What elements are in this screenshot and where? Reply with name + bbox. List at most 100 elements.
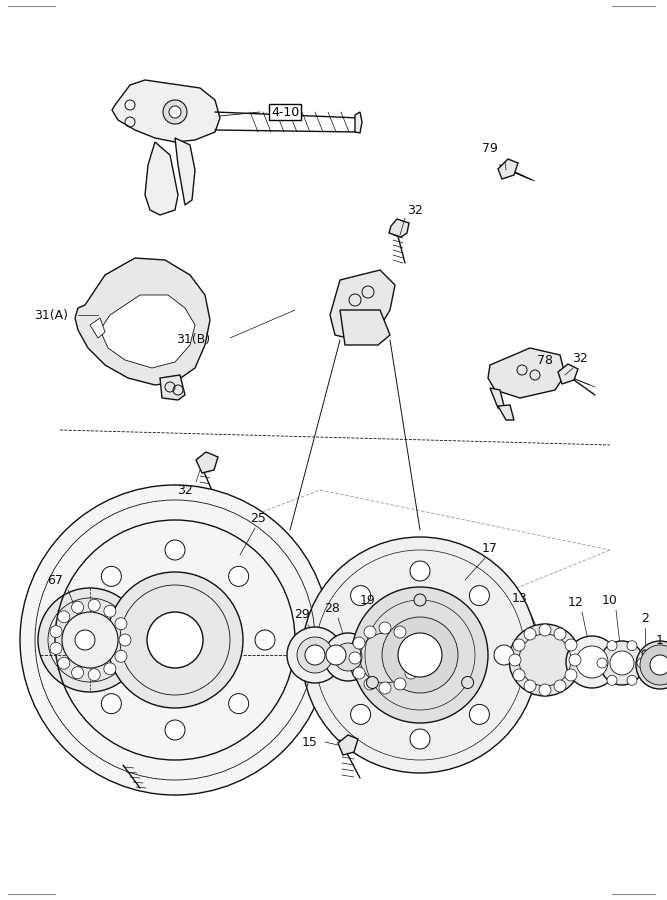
Circle shape (20, 485, 330, 795)
Polygon shape (160, 375, 185, 400)
Circle shape (627, 675, 637, 685)
Circle shape (554, 680, 566, 692)
Text: 15: 15 (302, 735, 318, 749)
Circle shape (409, 652, 421, 664)
Circle shape (379, 622, 391, 634)
Polygon shape (196, 452, 218, 473)
Circle shape (88, 669, 100, 680)
Circle shape (554, 628, 566, 640)
Circle shape (414, 594, 426, 606)
Circle shape (398, 633, 442, 677)
Circle shape (169, 106, 181, 118)
Circle shape (104, 662, 116, 675)
Circle shape (470, 586, 490, 606)
Circle shape (71, 601, 83, 613)
Circle shape (229, 694, 249, 714)
Circle shape (636, 641, 667, 689)
Polygon shape (145, 142, 178, 215)
Polygon shape (175, 138, 195, 205)
Text: 25: 25 (250, 511, 266, 525)
Circle shape (62, 612, 118, 668)
Polygon shape (90, 318, 105, 338)
Circle shape (326, 645, 346, 665)
Circle shape (642, 650, 648, 656)
Circle shape (366, 677, 378, 688)
Circle shape (394, 626, 406, 638)
Circle shape (524, 680, 536, 692)
Text: 10: 10 (602, 593, 618, 607)
Polygon shape (558, 364, 578, 384)
Text: 17: 17 (482, 542, 498, 554)
Circle shape (509, 654, 521, 666)
Circle shape (297, 637, 333, 673)
Polygon shape (490, 388, 505, 410)
Circle shape (410, 561, 430, 581)
Text: 28: 28 (324, 601, 340, 615)
Circle shape (349, 652, 361, 664)
Circle shape (524, 628, 536, 640)
Text: 67: 67 (47, 573, 63, 587)
Circle shape (565, 669, 577, 681)
Circle shape (115, 617, 127, 630)
Circle shape (101, 694, 121, 714)
Circle shape (255, 630, 275, 650)
Circle shape (50, 643, 62, 654)
Circle shape (334, 643, 362, 671)
Circle shape (104, 605, 116, 617)
Text: 13: 13 (512, 591, 528, 605)
Circle shape (50, 626, 62, 637)
Circle shape (165, 540, 185, 560)
Circle shape (637, 658, 647, 668)
Circle shape (607, 641, 617, 651)
Circle shape (607, 675, 617, 685)
Polygon shape (498, 159, 518, 179)
Circle shape (610, 651, 634, 675)
Polygon shape (75, 258, 210, 385)
Circle shape (71, 667, 83, 679)
Circle shape (101, 566, 121, 587)
Circle shape (58, 611, 70, 623)
Circle shape (107, 572, 243, 708)
Circle shape (88, 599, 100, 611)
Circle shape (364, 626, 376, 638)
Text: 78: 78 (537, 354, 553, 366)
Circle shape (353, 637, 365, 649)
Circle shape (229, 566, 249, 587)
Circle shape (597, 658, 607, 668)
Text: 2: 2 (641, 611, 649, 625)
Circle shape (147, 612, 203, 668)
Circle shape (352, 587, 488, 723)
Circle shape (364, 678, 376, 690)
Circle shape (305, 645, 325, 665)
Circle shape (324, 633, 372, 681)
Circle shape (627, 641, 637, 651)
Circle shape (405, 667, 417, 679)
Text: 29: 29 (294, 608, 310, 622)
Circle shape (115, 651, 127, 662)
Circle shape (75, 630, 95, 650)
Text: 32: 32 (572, 352, 588, 365)
Circle shape (351, 586, 371, 606)
Text: 19: 19 (360, 593, 376, 607)
Circle shape (513, 639, 525, 651)
Circle shape (382, 617, 458, 693)
Circle shape (119, 634, 131, 646)
Circle shape (163, 100, 187, 124)
Circle shape (58, 657, 70, 670)
Polygon shape (389, 219, 409, 237)
Text: 12: 12 (568, 596, 584, 608)
Circle shape (405, 637, 417, 649)
Circle shape (650, 655, 667, 675)
Circle shape (349, 622, 421, 694)
Polygon shape (338, 735, 358, 755)
Circle shape (38, 588, 142, 692)
Circle shape (566, 636, 618, 688)
Circle shape (569, 654, 581, 666)
Circle shape (565, 639, 577, 651)
Circle shape (410, 729, 430, 749)
Circle shape (509, 624, 581, 696)
Circle shape (539, 624, 551, 636)
Polygon shape (100, 295, 195, 368)
Text: 4-10: 4-10 (271, 105, 299, 119)
Circle shape (351, 705, 371, 725)
